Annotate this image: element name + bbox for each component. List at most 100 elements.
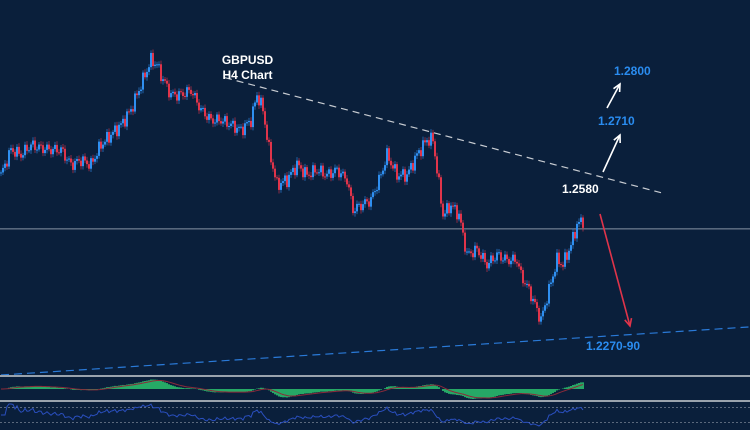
candle-body bbox=[372, 192, 374, 198]
candle-body bbox=[322, 165, 324, 177]
candle-body bbox=[566, 252, 568, 260]
candle-body bbox=[204, 107, 206, 117]
candle-body bbox=[432, 132, 434, 142]
candle-body bbox=[436, 156, 438, 174]
candle-body bbox=[400, 174, 402, 177]
candle-body bbox=[80, 160, 82, 167]
candle-body bbox=[246, 122, 248, 124]
candle-body bbox=[262, 97, 264, 112]
candle-body bbox=[564, 252, 566, 267]
candle-body bbox=[408, 169, 410, 175]
candle-body bbox=[286, 175, 288, 188]
candle-body bbox=[78, 159, 80, 161]
candle-body bbox=[28, 150, 30, 152]
candle-body bbox=[526, 283, 528, 285]
candle-body bbox=[332, 173, 334, 178]
candle-body bbox=[302, 168, 304, 178]
candle-body bbox=[110, 134, 112, 143]
candle-body bbox=[126, 111, 128, 127]
candle-body bbox=[346, 178, 348, 185]
candle-body bbox=[280, 182, 282, 190]
candle-body bbox=[580, 217, 582, 222]
candle-body bbox=[362, 204, 364, 211]
candle-body bbox=[428, 140, 430, 146]
candle-body bbox=[520, 266, 522, 271]
candle-body bbox=[108, 131, 110, 143]
candle-body bbox=[554, 271, 556, 277]
bearish-arrow bbox=[599, 213, 631, 327]
candle-body bbox=[472, 253, 474, 258]
candle-body bbox=[270, 141, 272, 163]
candle-body bbox=[310, 175, 312, 178]
candle-body bbox=[334, 167, 336, 174]
candle-body bbox=[330, 169, 332, 178]
candle-body bbox=[582, 217, 584, 228]
candle-body bbox=[138, 91, 140, 96]
candle-body bbox=[8, 150, 10, 167]
candle-body bbox=[558, 252, 560, 265]
candle-body bbox=[150, 52, 152, 68]
candle-body bbox=[52, 148, 54, 155]
candle-body bbox=[104, 141, 106, 145]
candle-body bbox=[484, 252, 486, 263]
candle-body bbox=[30, 144, 32, 151]
candle-body bbox=[20, 153, 22, 158]
candle-body bbox=[414, 155, 416, 171]
candle-body bbox=[356, 203, 358, 212]
candle-body bbox=[98, 141, 100, 156]
candle-body bbox=[50, 149, 52, 155]
candle-body bbox=[392, 165, 394, 169]
candle-body bbox=[160, 64, 162, 82]
candle-body bbox=[244, 123, 246, 136]
candle-body bbox=[2, 167, 4, 173]
candle-body bbox=[102, 144, 104, 149]
bearish-arrow-head bbox=[624, 317, 633, 328]
candle-body bbox=[54, 144, 56, 149]
candle-body bbox=[206, 116, 208, 120]
candle-body bbox=[238, 126, 240, 128]
candle-body bbox=[410, 163, 412, 170]
candle-body bbox=[226, 116, 228, 127]
candle-body bbox=[256, 95, 258, 103]
candle-body bbox=[236, 127, 238, 133]
candle-body bbox=[576, 223, 578, 239]
candle-body bbox=[190, 89, 192, 95]
candle-body bbox=[170, 93, 172, 98]
timeframe-label: H4 Chart bbox=[222, 68, 273, 82]
candle-body bbox=[506, 254, 508, 259]
candle-body bbox=[252, 106, 254, 128]
candle-body bbox=[532, 298, 534, 302]
candle-body bbox=[36, 149, 38, 151]
candle-body bbox=[148, 67, 150, 72]
candle-body bbox=[274, 168, 276, 178]
candle-body bbox=[572, 232, 574, 246]
candle-body bbox=[306, 167, 308, 175]
candle-body bbox=[182, 92, 184, 96]
candle-body bbox=[164, 79, 166, 81]
candle-body bbox=[94, 158, 96, 162]
candle-body bbox=[12, 148, 14, 152]
candle-body bbox=[14, 151, 16, 157]
candle-body bbox=[202, 107, 204, 109]
candle-body bbox=[32, 140, 34, 145]
candle-body bbox=[254, 102, 256, 107]
candle-body bbox=[450, 205, 452, 214]
candle-body bbox=[18, 146, 20, 154]
candle-body bbox=[184, 95, 186, 97]
candle-body bbox=[374, 191, 376, 193]
candle-body bbox=[180, 91, 182, 93]
candle-body bbox=[480, 255, 482, 259]
candle-body bbox=[118, 124, 120, 137]
candle-body bbox=[446, 203, 448, 214]
candle-body bbox=[194, 93, 196, 96]
candle-body bbox=[220, 121, 222, 124]
candle-body bbox=[398, 176, 400, 180]
candle-body bbox=[420, 150, 422, 157]
candle-body bbox=[424, 140, 426, 143]
candle-body bbox=[166, 80, 168, 84]
candle-body bbox=[544, 305, 546, 311]
candle-body bbox=[380, 174, 382, 176]
candle-body bbox=[524, 283, 526, 285]
candle-body bbox=[272, 162, 274, 169]
candle-body bbox=[430, 132, 432, 146]
